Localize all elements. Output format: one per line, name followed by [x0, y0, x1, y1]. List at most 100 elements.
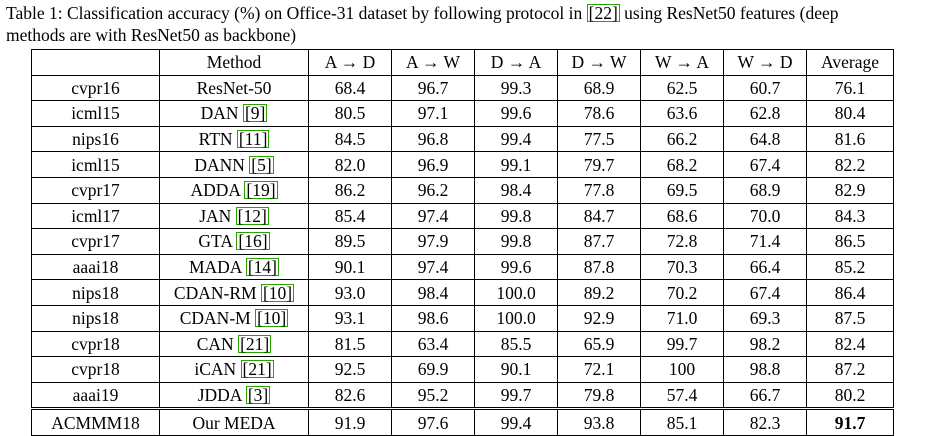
method-cell: CAN [21] [159, 331, 309, 358]
value-cell: 68.4 [308, 75, 392, 102]
value-cell: 65.9 [557, 331, 641, 358]
method-name: GTA [198, 231, 233, 252]
average-cell: 81.6 [806, 126, 894, 153]
method-citation[interactable]: [12] [235, 205, 269, 226]
table-body: cvpr16 ResNet-50 68.4 96.7 99.3 68.9 62.5 60.7 7… [31, 75, 894, 411]
value-cell: 100.0 [474, 305, 558, 332]
value-cell: 82.0 [308, 151, 392, 178]
method-citation[interactable]: [21] [240, 359, 274, 380]
caption-citation[interactable]: [22] [586, 3, 620, 23]
value-cell: 67.4 [723, 279, 807, 306]
value-cell: 84.5 [308, 126, 392, 153]
value-cell: 69.5 [640, 177, 724, 204]
method-cell: JDDA [3] [159, 382, 309, 411]
value-cell: 70.0 [723, 203, 807, 230]
value-cell: 99.3 [474, 75, 558, 102]
method-name: ADDA [190, 180, 241, 201]
value-cell: 97.4 [391, 254, 475, 281]
method-name: RTN [198, 129, 233, 150]
venue-cell: icml15 [31, 100, 160, 127]
table-row: aaai18 MADA [14] 90.1 97.4 99.6 87.8 70.3 66.4 8… [31, 254, 894, 281]
value-cell: 93.1 [308, 305, 392, 332]
value-cell: 90.1 [474, 356, 558, 383]
value-cell: 66.7 [723, 382, 807, 411]
method-name: MADA [188, 257, 242, 278]
caption-line1-pre: Table 1: Classification accuracy (%) on … [6, 3, 587, 23]
value-cell: 99.7 [640, 331, 724, 358]
average-cell: 87.2 [806, 356, 894, 383]
ours-average-cell: 91.7 [806, 408, 894, 436]
value-cell: 87.8 [557, 254, 641, 281]
average-cell: 80.4 [806, 100, 894, 127]
method-cell: DANN [5] [159, 151, 309, 178]
table-row: icml17 JAN [12] 85.4 97.4 99.8 84.7 68.6 70.0 84… [31, 203, 894, 230]
venue-cell: cvpr18 [31, 331, 160, 358]
value-cell: 98.4 [391, 279, 475, 306]
ours-method-cell: Our MEDA [159, 408, 309, 436]
average-cell: 85.2 [806, 254, 894, 281]
ours-value-cell: 99.4 [474, 408, 558, 436]
header-col-8: Average [806, 49, 894, 76]
table-caption: Table 1: Classification accuracy (%) on … [6, 2, 948, 46]
header-col-6: W → A [640, 49, 724, 76]
value-cell: 96.7 [391, 75, 475, 102]
ours-value-cell: 85.1 [640, 408, 724, 436]
average-cell: 86.4 [806, 279, 894, 306]
method-citation[interactable]: [19] [244, 180, 278, 201]
method-citation[interactable]: [16] [236, 231, 270, 252]
value-cell: 89.2 [557, 279, 641, 306]
method-citation[interactable]: [10] [260, 282, 295, 303]
value-cell: 93.0 [308, 279, 392, 306]
table-row: nips18 CDAN-M [10] 93.1 98.6 100.0 92.9 71.0 69… [31, 305, 894, 332]
method-citation[interactable]: [9] [242, 103, 268, 124]
average-cell: 82.2 [806, 151, 894, 178]
method-cell: MADA [14] [159, 254, 309, 281]
value-cell: 80.5 [308, 100, 392, 127]
value-cell: 96.2 [391, 177, 475, 204]
header-col-2: A → D [308, 49, 392, 76]
value-cell: 72.8 [640, 228, 724, 255]
value-cell: 82.6 [308, 382, 392, 411]
venue-cell: cvpr17 [31, 177, 160, 204]
table-row: icml15 DAN [9] 80.5 97.1 99.6 78.6 63.6 62.8 80.… [31, 100, 894, 127]
method-citation[interactable]: [3] [245, 385, 271, 406]
value-cell: 85.5 [474, 331, 558, 358]
header-col-5: D → W [557, 49, 641, 76]
method-name: JAN [199, 205, 232, 226]
value-cell: 71.4 [723, 228, 807, 255]
method-cell: iCAN [21] [159, 356, 309, 383]
average-cell: 82.9 [806, 177, 894, 204]
method-cell: CDAN-RM [10] [159, 279, 309, 306]
value-cell: 90.1 [308, 254, 392, 281]
average-cell: 84.3 [806, 203, 894, 230]
value-cell: 72.1 [557, 356, 641, 383]
venue-cell: icml15 [31, 151, 160, 178]
value-cell: 99.1 [474, 151, 558, 178]
table-row: aaai19 JDDA [3] 82.6 95.2 99.7 79.8 57.4 66.7 80… [31, 382, 894, 411]
value-cell: 68.6 [640, 203, 724, 230]
method-citation[interactable]: [11] [236, 129, 270, 150]
value-cell: 100 [640, 356, 724, 383]
value-cell: 67.4 [723, 151, 807, 178]
value-cell: 78.6 [557, 100, 641, 127]
average-cell: 87.5 [806, 305, 894, 332]
value-cell: 85.4 [308, 203, 392, 230]
ours-value-cell: 91.9 [308, 408, 392, 436]
header-col-3: A → W [391, 49, 475, 76]
value-cell: 81.5 [308, 331, 392, 358]
value-cell: 98.4 [474, 177, 558, 204]
method-citation[interactable]: [10] [255, 308, 289, 329]
method-cell: ADDA [19] [159, 177, 309, 204]
method-cell: DAN [9] [159, 100, 309, 127]
value-cell: 62.5 [640, 75, 724, 102]
value-cell: 98.2 [723, 331, 807, 358]
venue-cell: nips18 [31, 305, 160, 332]
method-citation[interactable]: [5] [249, 154, 274, 175]
method-citation[interactable]: [14] [245, 257, 280, 278]
value-cell: 71.0 [640, 305, 724, 332]
venue-cell: nips16 [31, 126, 160, 153]
value-cell: 99.6 [474, 254, 558, 281]
method-citation[interactable]: [21] [238, 333, 272, 354]
method-cell: GTA [16] [159, 228, 309, 255]
